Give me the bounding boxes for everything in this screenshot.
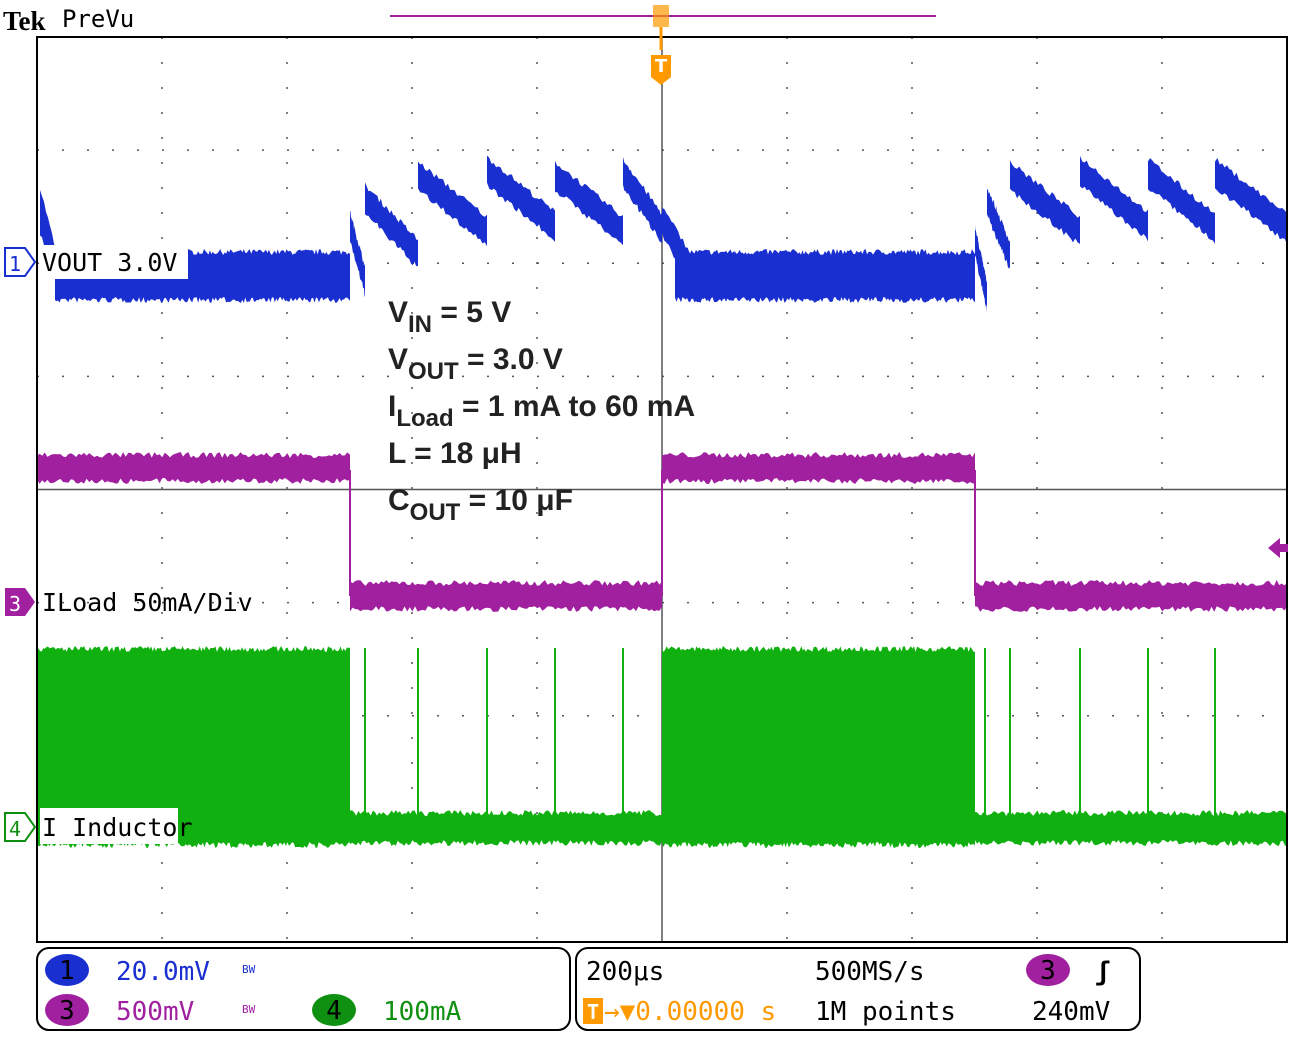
ch1-number: 1	[59, 956, 75, 986]
annotation-main: V	[388, 343, 408, 376]
ch4-marker-shape	[4, 812, 37, 842]
iload-trace	[350, 580, 662, 612]
ch3-scale: 500mV	[116, 997, 194, 1027]
annotation-rest: = 3.0 V	[459, 343, 563, 376]
annotation-main: V	[388, 296, 408, 329]
ch3-badge	[45, 994, 89, 1026]
vout-trace	[623, 156, 662, 243]
vout-trace	[350, 211, 365, 297]
annotation-sub: OUT	[408, 358, 459, 385]
trigger-position-top	[653, 5, 669, 27]
waveforms	[37, 155, 1287, 848]
annotation-sub: Load	[396, 405, 453, 432]
timebase-panel	[575, 947, 1141, 1031]
trigger-marker: T	[655, 56, 668, 77]
ch4-scale: 100mA	[383, 997, 462, 1027]
vout-trace	[487, 155, 555, 242]
channel-panel	[36, 947, 571, 1031]
annotation-sub: OUT	[410, 499, 461, 526]
annotation-main: C	[388, 484, 410, 517]
mode: PreVu	[62, 5, 134, 33]
vout-trace	[418, 161, 487, 247]
vout-trace	[555, 160, 623, 246]
vout-trace	[365, 182, 418, 267]
ch4-marker: 4	[9, 817, 21, 841]
ch1-marker: 1	[9, 252, 21, 276]
vout-trace	[1215, 158, 1287, 244]
vout-trace	[675, 249, 975, 303]
ch1-label: VOUT 3.0V	[42, 248, 177, 277]
trigger-marker-shape	[651, 55, 671, 85]
annotation-rest: = 10 μF	[460, 484, 573, 517]
annotation: L = 18 μH	[388, 437, 522, 470]
iinductor-trace	[662, 646, 975, 848]
vout-trace	[987, 188, 1010, 269]
brand: Tek	[3, 6, 46, 36]
iinductor-trace	[350, 810, 662, 846]
ch1-bw: BW	[242, 963, 256, 976]
ch1-marker-shape	[4, 247, 37, 277]
ch3-bw: BW	[242, 1003, 256, 1016]
ch4-label: I Inductor	[42, 813, 193, 842]
annotation-main: I	[388, 390, 396, 423]
ch3-label: ILoad 50mA/Div	[42, 588, 253, 617]
ch3-marker: 3	[9, 592, 21, 616]
label-bg	[40, 245, 188, 279]
annotation: VIN = 5 V	[388, 296, 511, 338]
ground-arrow	[1268, 538, 1288, 558]
annotation-rest: = 1 mA to 60 mA	[454, 390, 695, 423]
vout-trace	[1148, 158, 1215, 244]
vout-trace	[662, 208, 690, 287]
ch1-scale: 20.0mV	[116, 957, 210, 987]
annotation-rest: = 5 V	[432, 296, 511, 329]
iinductor-trace	[975, 810, 1287, 846]
iinductor-trace	[37, 646, 350, 848]
trigger-icon-bg	[583, 998, 603, 1024]
iload-trace	[662, 452, 975, 484]
ch3-marker-shape	[5, 588, 35, 616]
trigger-source: 3	[1040, 956, 1056, 986]
trigger-slope: ʃ	[1095, 957, 1111, 987]
annotation: COUT = 10 μF	[388, 484, 573, 526]
iload-trace	[37, 452, 350, 484]
sample-rate: 500MS/s	[815, 957, 925, 987]
ch1-badge	[45, 954, 89, 986]
label-bg	[40, 808, 178, 844]
vout-trace	[1010, 160, 1080, 244]
ch3-number: 3	[59, 996, 75, 1026]
timebase: 200μs	[586, 957, 664, 987]
trigger-source-badge	[1026, 954, 1070, 986]
ch4-number: 4	[326, 996, 342, 1026]
annotation-sub: IN	[408, 311, 432, 338]
vout-trace	[1080, 155, 1148, 242]
ch4-badge	[312, 994, 356, 1026]
iload-trace	[975, 580, 1287, 612]
trigger-icon: T	[587, 1000, 599, 1024]
record-length: 1M points	[815, 997, 956, 1027]
trigger-position: →▼0.00000 s	[604, 997, 776, 1027]
trigger-level: 240mV	[1032, 997, 1110, 1027]
annotation-main: L = 18 μH	[388, 437, 522, 470]
annotation: VOUT = 3.0 V	[388, 343, 563, 385]
annotation: ILoad = 1 mA to 60 mA	[388, 390, 695, 432]
vout-trace	[975, 224, 987, 313]
